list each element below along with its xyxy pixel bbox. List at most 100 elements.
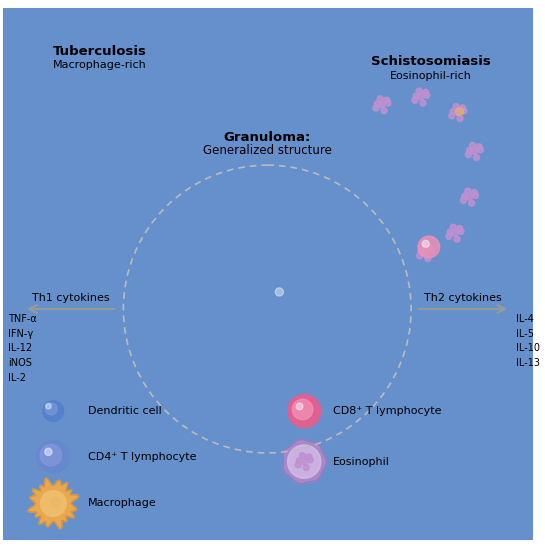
Circle shape xyxy=(458,135,491,168)
Text: Macrophage: Macrophage xyxy=(88,499,157,509)
Polygon shape xyxy=(209,182,279,252)
Circle shape xyxy=(350,203,384,236)
Circle shape xyxy=(288,445,321,478)
Circle shape xyxy=(318,256,328,265)
Circle shape xyxy=(359,220,365,226)
Circle shape xyxy=(470,142,476,149)
Polygon shape xyxy=(78,136,122,180)
Circle shape xyxy=(57,140,81,163)
Circle shape xyxy=(199,181,227,209)
Circle shape xyxy=(240,209,253,221)
Circle shape xyxy=(424,92,430,98)
Circle shape xyxy=(135,332,178,374)
Circle shape xyxy=(458,229,464,235)
Polygon shape xyxy=(95,129,140,174)
Circle shape xyxy=(128,118,159,150)
Polygon shape xyxy=(142,336,204,398)
Circle shape xyxy=(391,241,397,247)
Circle shape xyxy=(385,100,391,106)
Circle shape xyxy=(69,169,92,192)
Circle shape xyxy=(429,248,435,254)
Circle shape xyxy=(376,283,385,293)
Polygon shape xyxy=(437,90,480,134)
Text: CD8⁺ T lymphocyte: CD8⁺ T lymphocyte xyxy=(334,406,442,416)
Circle shape xyxy=(404,81,438,114)
Circle shape xyxy=(75,382,81,388)
Circle shape xyxy=(454,236,460,242)
Text: Tuberculosis: Tuberculosis xyxy=(53,45,147,58)
Circle shape xyxy=(374,101,380,107)
Polygon shape xyxy=(160,218,225,283)
Circle shape xyxy=(115,111,124,120)
Circle shape xyxy=(450,109,456,115)
Circle shape xyxy=(420,100,426,106)
Polygon shape xyxy=(447,175,490,219)
Circle shape xyxy=(131,156,152,176)
Text: IL-4
IL-5
IL-10
IL-13: IL-4 IL-5 IL-10 IL-13 xyxy=(516,314,540,368)
Circle shape xyxy=(474,155,480,161)
Circle shape xyxy=(449,113,455,119)
Circle shape xyxy=(457,116,463,122)
Polygon shape xyxy=(257,389,322,453)
Circle shape xyxy=(307,186,317,196)
Polygon shape xyxy=(433,211,477,254)
Polygon shape xyxy=(348,294,416,363)
Circle shape xyxy=(45,126,52,133)
Circle shape xyxy=(418,236,440,258)
Circle shape xyxy=(345,248,380,283)
Circle shape xyxy=(418,249,424,254)
Circle shape xyxy=(246,159,289,202)
Circle shape xyxy=(385,239,391,246)
Polygon shape xyxy=(329,231,397,299)
Polygon shape xyxy=(368,226,411,270)
Circle shape xyxy=(76,119,85,128)
Circle shape xyxy=(381,108,387,114)
Text: Th2 cytokines: Th2 cytokines xyxy=(424,293,501,303)
Circle shape xyxy=(158,292,171,304)
Circle shape xyxy=(205,186,215,196)
Circle shape xyxy=(316,332,324,340)
Circle shape xyxy=(389,252,395,258)
Circle shape xyxy=(352,220,361,230)
Circle shape xyxy=(373,232,407,265)
Circle shape xyxy=(477,147,483,153)
Text: TNF-α
IFN-γ
IL-12
iNOS
IL-2: TNF-α IFN-γ IL-12 iNOS IL-2 xyxy=(8,314,37,383)
Circle shape xyxy=(360,341,388,369)
Polygon shape xyxy=(59,159,102,202)
Circle shape xyxy=(128,152,159,184)
Text: Macrophage-rich: Macrophage-rich xyxy=(53,60,147,70)
Circle shape xyxy=(51,498,60,507)
Circle shape xyxy=(88,147,112,170)
Circle shape xyxy=(155,350,190,385)
Circle shape xyxy=(45,448,52,455)
Circle shape xyxy=(40,490,66,516)
Circle shape xyxy=(88,93,108,113)
Circle shape xyxy=(92,97,99,104)
Circle shape xyxy=(259,333,269,343)
Circle shape xyxy=(142,205,185,248)
Circle shape xyxy=(136,278,145,288)
Polygon shape xyxy=(128,266,195,333)
Circle shape xyxy=(453,180,486,214)
Circle shape xyxy=(344,374,358,387)
Circle shape xyxy=(384,97,390,103)
Circle shape xyxy=(175,395,203,423)
Circle shape xyxy=(365,88,398,122)
Circle shape xyxy=(226,199,262,234)
Circle shape xyxy=(136,126,142,133)
Text: Generalized structure: Generalized structure xyxy=(203,144,332,157)
Circle shape xyxy=(286,413,299,426)
Circle shape xyxy=(393,244,399,250)
Circle shape xyxy=(452,230,458,236)
Circle shape xyxy=(332,400,341,409)
Circle shape xyxy=(250,238,284,273)
Circle shape xyxy=(301,459,307,465)
Circle shape xyxy=(418,94,424,100)
Circle shape xyxy=(301,204,313,216)
Circle shape xyxy=(256,169,265,179)
Circle shape xyxy=(459,105,465,111)
Circle shape xyxy=(115,146,124,155)
Circle shape xyxy=(175,233,210,268)
Circle shape xyxy=(275,288,283,296)
Circle shape xyxy=(288,395,320,427)
